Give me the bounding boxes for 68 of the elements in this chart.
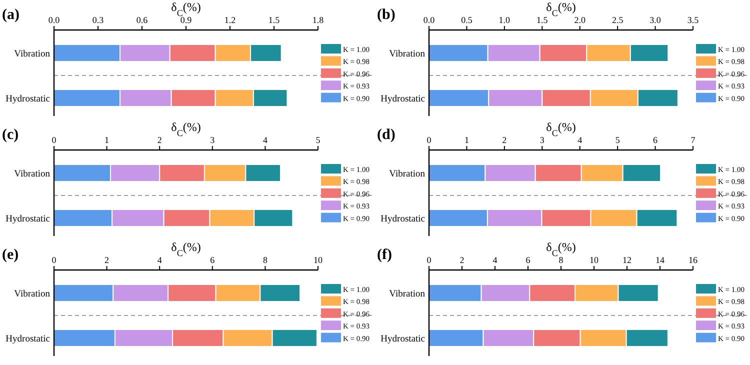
x-tick-label: 6 (526, 255, 531, 265)
x-tick-label: 4 (157, 255, 162, 265)
x-tick-label: 0.9 (180, 15, 192, 25)
x-tick-label: 16 (688, 255, 698, 265)
y-tick-label: Hydrostatic (380, 94, 425, 104)
x-tick-label: 0.3 (92, 15, 104, 25)
x-tick-label: 14 (656, 255, 665, 265)
x-tick-label: 0.0 (48, 15, 60, 25)
x-axis-title: δ$_{C}$(%) (171, 120, 201, 138)
x-axis-title: δ$_{C}$(%) (171, 0, 201, 18)
x-tick-label: 5 (615, 135, 620, 145)
x-tick-label: 8 (558, 255, 564, 265)
chart-title: (c) (2, 127, 19, 143)
x-tick-label: 2.0 (574, 15, 586, 25)
x-tick-label: 1.2 (224, 15, 236, 25)
y-tick-label: Vibration (14, 170, 50, 180)
x-tick-label: 1.8 (312, 15, 324, 25)
x-tick-label: 12 (622, 255, 632, 265)
x-axis-title: δ$_{C}$(%) (546, 240, 576, 258)
chart-title: (d) (377, 127, 396, 143)
x-tick-label: 0.0 (423, 15, 436, 25)
x-tick-label: 10 (314, 255, 323, 265)
x-tick-label: 7 (690, 135, 696, 145)
y-tick-label: Vibration (389, 290, 426, 300)
x-tick-label: 3.0 (650, 15, 662, 25)
x-tick-label: 5 (316, 135, 321, 145)
x-tick-label: 6 (653, 135, 658, 145)
x-tick-label: 10 (590, 255, 599, 265)
y-tick-label: Vibration (14, 290, 50, 300)
y-tick-label: Vibration (389, 170, 426, 180)
x-tick-label: 2.5 (612, 15, 624, 25)
y-tick-label: Vibration (389, 50, 426, 60)
x-tick-label: 1.5 (536, 15, 548, 25)
y-tick-label: Hydrostatic (380, 334, 425, 344)
x-tick-label: 0.6 (136, 15, 148, 25)
chart-title: (e) (2, 247, 19, 263)
chart-title: (a) (2, 7, 20, 23)
x-tick-label: 8 (262, 255, 268, 265)
y-tick-label: Hydrostatic (380, 214, 425, 224)
x-tick-label: 0 (426, 135, 432, 145)
x-tick-label: 0 (52, 255, 57, 265)
x-tick-label: 1 (464, 135, 469, 145)
x-tick-label: 2 (502, 135, 507, 145)
y-tick-label: Vibration (14, 50, 50, 60)
x-tick-label: 1.5 (268, 15, 280, 25)
y-tick-label: Hydrostatic (6, 94, 50, 104)
x-tick-label: 3 (540, 135, 545, 145)
x-tick-label: 0.5 (461, 15, 473, 25)
x-tick-label: 3.5 (687, 15, 700, 25)
x-tick-label: 3 (210, 135, 216, 145)
x-tick-label: 1 (104, 135, 110, 145)
x-axis-title: δ$_{C}$(%) (546, 120, 576, 138)
chart-title: (b) (377, 7, 396, 23)
x-tick-label: 4 (578, 135, 583, 145)
y-tick-label: Hydrostatic (6, 334, 50, 344)
x-tick-label: 0 (426, 255, 432, 265)
x-axis-title: δ$_{C}$(%) (546, 0, 576, 18)
chart-title: (f) (377, 247, 392, 263)
x-tick-label: 2 (157, 135, 162, 145)
y-tick-label: Hydrostatic (6, 214, 50, 224)
x-tick-label: 6 (210, 255, 216, 265)
x-axis-title: δ$_{C}$(%) (171, 240, 201, 258)
x-tick-label: 2 (460, 255, 464, 265)
x-tick-label: 0 (52, 135, 57, 145)
x-tick-label: 4 (262, 135, 268, 145)
x-tick-label: 4 (492, 255, 498, 265)
x-tick-label: 1.0 (498, 15, 511, 25)
x-tick-label: 2 (104, 255, 110, 265)
